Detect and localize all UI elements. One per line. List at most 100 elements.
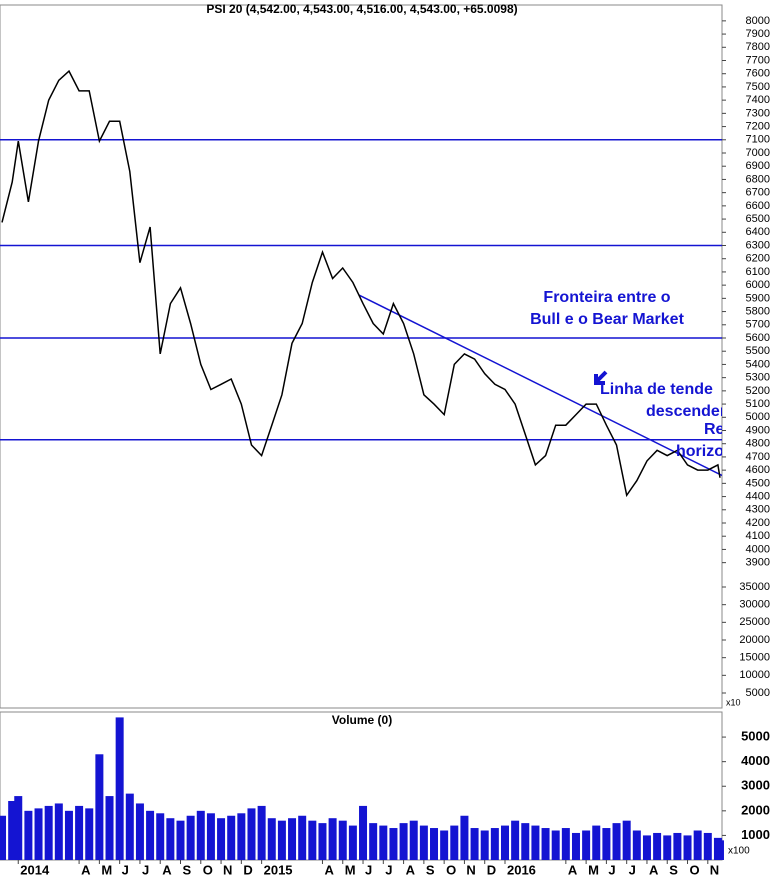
volume-bar bbox=[440, 830, 449, 860]
x-tick-label: O bbox=[203, 862, 213, 877]
volume-bar bbox=[95, 754, 104, 860]
volume-bar bbox=[369, 823, 378, 860]
volume-bar bbox=[34, 808, 43, 860]
volume-bar bbox=[176, 820, 185, 860]
y-tick-label: 4000 bbox=[746, 543, 770, 555]
volume-bar bbox=[419, 825, 428, 860]
y-tick-label: 7900 bbox=[746, 28, 770, 40]
volume-bar bbox=[663, 835, 672, 860]
volume-bar bbox=[379, 825, 388, 860]
y-tick-label: 7300 bbox=[746, 107, 770, 119]
y-tick-label: 6600 bbox=[746, 200, 770, 212]
volume-bar bbox=[389, 828, 398, 860]
unit-label: x100 bbox=[728, 846, 750, 857]
y-tick-label: 4900 bbox=[746, 424, 770, 436]
y-tick-label: 5000 bbox=[746, 411, 770, 423]
volume-bar bbox=[338, 820, 347, 860]
y-tick-label: 6300 bbox=[746, 239, 770, 251]
x-tick-label: J bbox=[122, 862, 129, 877]
volume-bar bbox=[85, 808, 94, 860]
annotation: Linha de tende bbox=[600, 381, 713, 398]
volume-bar bbox=[683, 835, 692, 860]
volume-bar bbox=[715, 840, 724, 860]
volume-bar bbox=[592, 825, 601, 860]
y-tick-label: 6100 bbox=[746, 266, 770, 278]
volume-bar bbox=[693, 830, 702, 860]
y-tick-label: 7700 bbox=[746, 54, 770, 66]
y-tick-label: 5600 bbox=[746, 332, 770, 344]
volume-bar bbox=[359, 805, 368, 860]
x-tick-label: A bbox=[406, 862, 416, 877]
volume-bar bbox=[44, 805, 53, 860]
y-tick-label: 7500 bbox=[746, 81, 770, 93]
volume-bar bbox=[288, 818, 297, 860]
volume-bar bbox=[582, 830, 591, 860]
volume-bar bbox=[328, 818, 337, 860]
y-tick-label: 4700 bbox=[746, 451, 770, 463]
x-tick-label: N bbox=[223, 862, 232, 877]
y2-tick-label: 15000 bbox=[739, 652, 770, 664]
y-tick-label: 6900 bbox=[746, 160, 770, 172]
volume-bar bbox=[653, 832, 662, 860]
y-tick-label: 4200 bbox=[746, 517, 770, 529]
x-tick-label: O bbox=[446, 862, 456, 877]
y-tick-label: 4800 bbox=[746, 438, 770, 450]
y2-unit-label: x10 bbox=[726, 697, 741, 707]
y2-tick-label: 35000 bbox=[739, 581, 770, 593]
x-tick-label: S bbox=[669, 862, 678, 877]
x-tick-label: M bbox=[588, 862, 599, 877]
x-tick-label: A bbox=[324, 862, 334, 877]
y-tick-label: 1000 bbox=[741, 827, 770, 842]
x-tick-label: J bbox=[365, 862, 372, 877]
volume-bar bbox=[399, 823, 408, 860]
y-tick-label: 5700 bbox=[746, 319, 770, 331]
x-tick-label: 2016 bbox=[507, 862, 536, 877]
trend-line bbox=[358, 294, 722, 477]
x-tick-label: D bbox=[243, 862, 252, 877]
y-tick-label: 5900 bbox=[746, 292, 770, 304]
volume-bar bbox=[115, 717, 124, 860]
x-tick-label: N bbox=[710, 862, 719, 877]
y2-tick-label: 30000 bbox=[739, 599, 770, 611]
y-tick-label: 5500 bbox=[746, 345, 770, 357]
volume-bar bbox=[551, 830, 560, 860]
volume-bar bbox=[298, 815, 307, 860]
volume-bar bbox=[480, 830, 489, 860]
x-tick-label: J bbox=[142, 862, 149, 877]
volume-bar bbox=[612, 823, 621, 860]
y-tick-label: 6800 bbox=[746, 173, 770, 185]
y-tick-label: 5300 bbox=[746, 372, 770, 384]
annotation: Bull e o Bear Market bbox=[530, 311, 685, 328]
volume-bar bbox=[135, 803, 144, 860]
y-tick-label: 7600 bbox=[746, 68, 770, 80]
volume-bar bbox=[14, 796, 23, 860]
x-tick-label: S bbox=[183, 862, 192, 877]
y-tick-label: 5800 bbox=[746, 305, 770, 317]
volume-bar bbox=[54, 803, 63, 860]
y-tick-label: 6200 bbox=[746, 253, 770, 265]
x-tick-label: O bbox=[690, 862, 700, 877]
y-tick-label: 4300 bbox=[746, 504, 770, 516]
y-tick-label: 4100 bbox=[746, 530, 770, 542]
volume-bar bbox=[470, 828, 479, 860]
volume-bar bbox=[166, 818, 175, 860]
volume-bar bbox=[642, 835, 651, 860]
y-tick-label: 7400 bbox=[746, 94, 770, 106]
y2-tick-label: 10000 bbox=[739, 669, 770, 681]
volume-bar bbox=[531, 825, 540, 860]
price-line bbox=[1, 69, 721, 498]
y-tick-label: 7800 bbox=[746, 41, 770, 53]
x-tick-label: J bbox=[385, 862, 392, 877]
volume-bar bbox=[0, 815, 7, 860]
chart-title: PSI 20 (4,542.00, 4,543.00, 4,516.00, 4,… bbox=[206, 2, 517, 16]
y-tick-label: 7000 bbox=[746, 147, 770, 159]
y-tick-label: 6000 bbox=[746, 279, 770, 291]
volume-bar bbox=[105, 796, 114, 860]
volume-bar bbox=[490, 828, 499, 860]
volume-bar bbox=[146, 810, 155, 860]
volume-bar bbox=[196, 810, 205, 860]
y-tick-label: 2000 bbox=[741, 802, 770, 817]
volume-bar bbox=[318, 823, 327, 860]
